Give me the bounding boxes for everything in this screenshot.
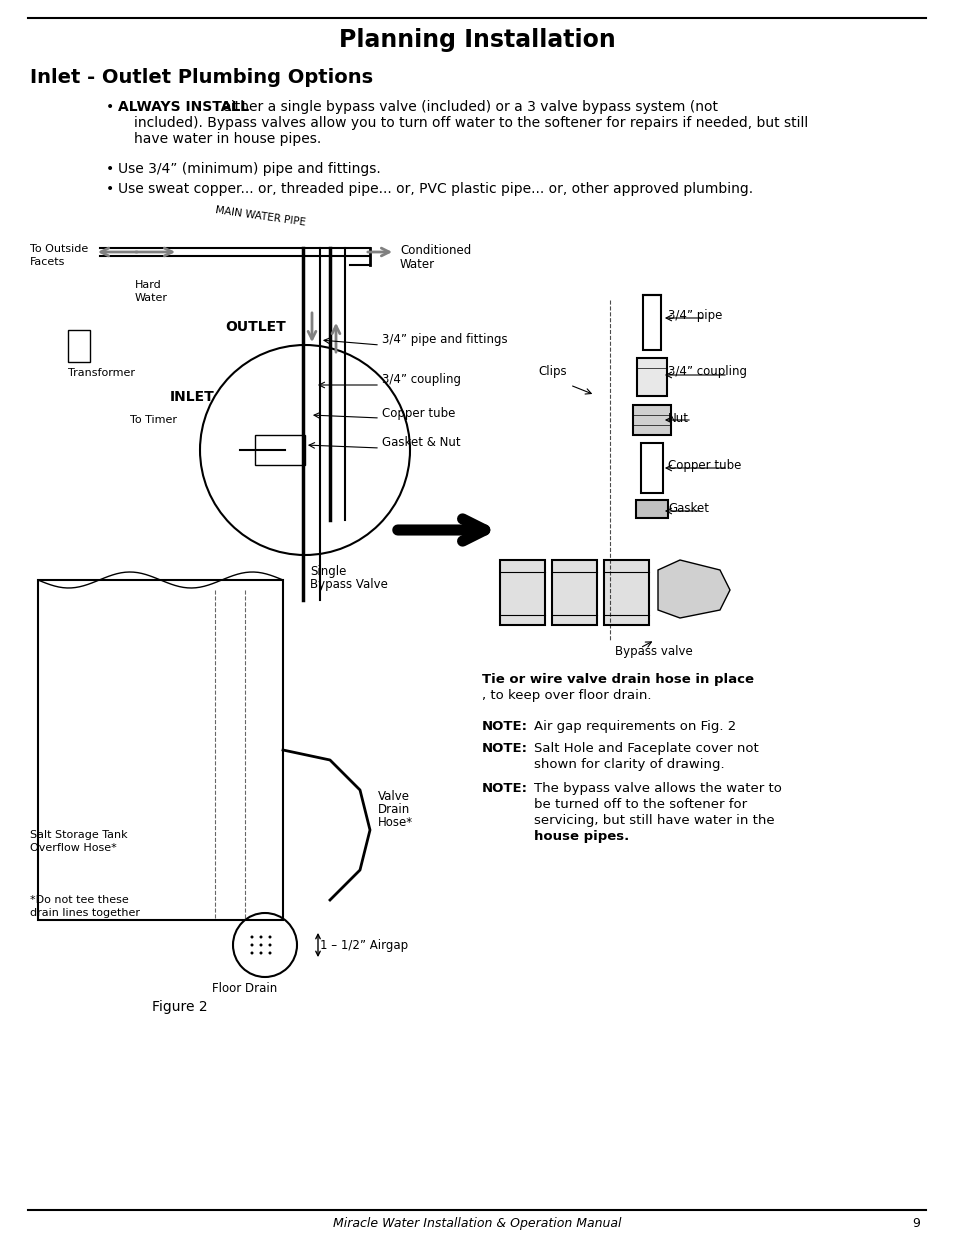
Circle shape	[251, 951, 253, 955]
Text: drain lines together: drain lines together	[30, 908, 140, 918]
Text: , to keep over floor drain.: , to keep over floor drain.	[481, 689, 651, 701]
Text: Hard: Hard	[135, 280, 162, 290]
Circle shape	[268, 951, 272, 955]
Text: ALWAYS INSTALL: ALWAYS INSTALL	[118, 100, 249, 114]
Text: Transformer: Transformer	[68, 368, 135, 378]
Text: 9: 9	[911, 1216, 919, 1230]
Bar	[38, 580, 283, 920]
Text: OUTLET: OUTLET	[225, 320, 286, 333]
Text: MAIN WATER PIPE: MAIN WATER PIPE	[214, 205, 306, 228]
Circle shape	[259, 944, 262, 946]
Text: 1 – 1/2” Airgap: 1 – 1/2” Airgap	[319, 939, 408, 951]
Text: Use 3/4” (minimum) pipe and fittings.: Use 3/4” (minimum) pipe and fittings.	[118, 162, 380, 177]
Text: Water: Water	[135, 293, 168, 303]
Bar	[552, 559, 597, 625]
Bar	[499, 559, 544, 625]
Text: Bypass valve: Bypass valve	[615, 645, 692, 658]
Text: Inlet - Outlet Plumbing Options: Inlet - Outlet Plumbing Options	[30, 68, 373, 86]
Text: Bypass Valve: Bypass Valve	[310, 578, 388, 592]
Bar	[603, 559, 648, 625]
Text: Figure 2: Figure 2	[152, 1000, 208, 1014]
Text: 3/4” pipe: 3/4” pipe	[667, 309, 721, 321]
Text: NOTE:: NOTE:	[481, 742, 527, 755]
Circle shape	[268, 935, 272, 939]
Circle shape	[259, 951, 262, 955]
Text: NOTE:: NOTE:	[481, 782, 527, 795]
Bar	[640, 443, 662, 493]
Text: To Timer: To Timer	[130, 415, 177, 425]
Text: Valve: Valve	[377, 790, 410, 803]
Text: Hose*: Hose*	[377, 816, 413, 829]
Text: have water in house pipes.: have water in house pipes.	[133, 132, 321, 146]
Text: shown for clarity of drawing.: shown for clarity of drawing.	[534, 758, 724, 771]
Text: Overflow Hose*: Overflow Hose*	[30, 844, 116, 853]
Text: Drain: Drain	[377, 803, 410, 816]
Text: •: •	[106, 182, 114, 196]
Text: 3/4” coupling: 3/4” coupling	[667, 366, 746, 378]
Text: either a single bypass valve (included) or a 3 valve bypass system (not: either a single bypass valve (included) …	[218, 100, 718, 114]
Text: Facets: Facets	[30, 257, 66, 267]
Text: Planning Installation: Planning Installation	[338, 28, 615, 52]
Text: Use sweat copper... or, threaded pipe... or, PVC plastic pipe... or, other appro: Use sweat copper... or, threaded pipe...…	[118, 182, 752, 196]
Bar	[642, 295, 660, 350]
Text: Conditioned: Conditioned	[399, 245, 471, 257]
Text: Nut: Nut	[667, 411, 688, 425]
Bar	[637, 358, 666, 396]
Circle shape	[251, 944, 253, 946]
Circle shape	[259, 935, 262, 939]
Text: Air gap requirements on Fig. 2: Air gap requirements on Fig. 2	[534, 720, 736, 734]
Text: To Outside: To Outside	[30, 245, 89, 254]
Bar	[68, 330, 90, 362]
Text: Gasket & Nut: Gasket & Nut	[381, 436, 460, 450]
Text: INLET: INLET	[170, 390, 214, 404]
Text: Salt Storage Tank: Salt Storage Tank	[30, 830, 128, 840]
Text: Tie or wire valve drain hose in place: Tie or wire valve drain hose in place	[481, 673, 753, 685]
Text: Copper tube: Copper tube	[381, 406, 455, 420]
Polygon shape	[658, 559, 729, 618]
Circle shape	[268, 944, 272, 946]
Text: Copper tube: Copper tube	[667, 458, 740, 472]
Text: be turned off to the softener for: be turned off to the softener for	[534, 798, 746, 811]
Text: Miracle Water Installation & Operation Manual: Miracle Water Installation & Operation M…	[333, 1216, 620, 1230]
Circle shape	[251, 935, 253, 939]
Text: Water: Water	[399, 258, 435, 270]
Text: servicing, but still have water in the: servicing, but still have water in the	[534, 814, 774, 827]
Text: *Do not tee these: *Do not tee these	[30, 895, 129, 905]
Text: •: •	[106, 100, 114, 114]
Bar	[254, 435, 305, 466]
Text: 3/4” coupling: 3/4” coupling	[381, 373, 460, 387]
Text: Salt Hole and Faceplate cover not: Salt Hole and Faceplate cover not	[534, 742, 758, 755]
Text: 3/4” pipe and fittings: 3/4” pipe and fittings	[381, 333, 507, 347]
Text: included). Bypass valves allow you to turn off water to the softener for repairs: included). Bypass valves allow you to tu…	[133, 116, 807, 130]
Bar	[636, 500, 667, 517]
Bar	[633, 405, 670, 435]
Text: The bypass valve allows the water to: The bypass valve allows the water to	[534, 782, 781, 795]
Text: Clips: Clips	[537, 366, 566, 378]
Text: house pipes.: house pipes.	[534, 830, 629, 844]
Text: •: •	[106, 162, 114, 177]
Text: Gasket: Gasket	[667, 501, 708, 515]
Text: NOTE:: NOTE:	[481, 720, 527, 734]
Text: Floor Drain: Floor Drain	[213, 982, 277, 995]
Text: Single: Single	[310, 564, 346, 578]
